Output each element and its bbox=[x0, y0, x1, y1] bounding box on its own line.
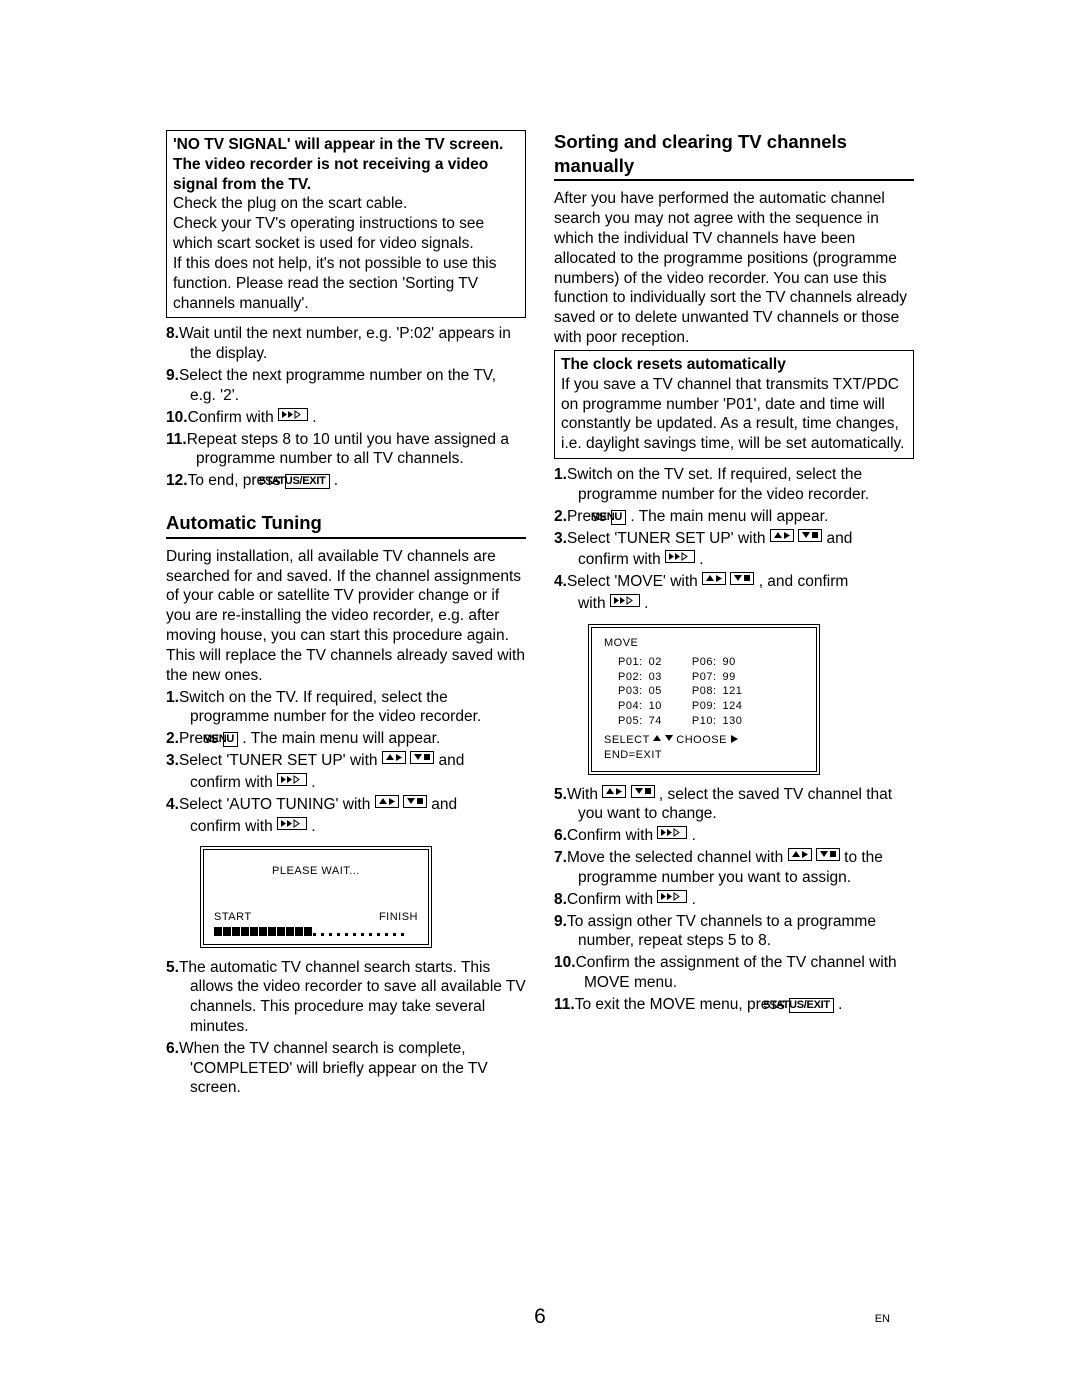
move-screen: MOVE P01:02P06:90 P02:03P07:99 P03:05P08… bbox=[588, 624, 820, 775]
status-exit-button: STATUS/EXIT bbox=[789, 998, 834, 1013]
box1-line1: Check your TV's operating instructions t… bbox=[173, 215, 484, 252]
menu-button: MENU bbox=[611, 510, 626, 525]
clock-reset-box: The clock resets automatically If you sa… bbox=[554, 350, 914, 459]
at-step-2: 2.Press MENU . The main menu will appear… bbox=[166, 729, 526, 749]
sc-step-4b: with . bbox=[554, 594, 914, 614]
up-play-icon bbox=[375, 795, 399, 808]
auto-tuning-intro: During installation, all available TV ch… bbox=[166, 547, 526, 686]
progress-bar bbox=[214, 927, 418, 936]
move-footer2: END=EXIT bbox=[604, 748, 804, 763]
finish-label: FINISH bbox=[379, 910, 418, 924]
up-play-icon bbox=[702, 572, 726, 585]
start-label: START bbox=[214, 910, 252, 924]
sc-step-9: 9.To assign other TV channels to a progr… bbox=[554, 912, 914, 952]
sc-step-3b: confirm with . bbox=[554, 550, 914, 570]
down-stop-icon bbox=[730, 572, 754, 585]
step-8: 8.Wait until the next number, e.g. 'P:02… bbox=[166, 324, 526, 364]
down-stop-icon bbox=[816, 848, 840, 861]
at-step-6: 6.When the TV channel search is complete… bbox=[166, 1039, 526, 1098]
sorting-heading: Sorting and clearing TV channels manuall… bbox=[554, 130, 914, 181]
no-signal-box: 'NO TV SIGNAL' will appear in the TV scr… bbox=[166, 130, 526, 318]
up-play-icon bbox=[770, 529, 794, 542]
sc-step-11: 11.To exit the MOVE menu, press STATUS/E… bbox=[554, 995, 914, 1015]
ff-icon bbox=[278, 408, 308, 421]
sc-step-10: 10.Confirm the assignment of the TV chan… bbox=[554, 953, 914, 993]
status-exit-button: STATUS/EXIT bbox=[285, 474, 330, 489]
box1-line2: If this does not help, it's not possible… bbox=[173, 255, 496, 312]
up-play-icon bbox=[788, 848, 812, 861]
sc-step-6: 6.Confirm with . bbox=[554, 826, 914, 846]
sc-step-7: 7.Move the selected channel with to the … bbox=[554, 848, 914, 888]
sc-step-5: 5.With , select the saved TV channel tha… bbox=[554, 785, 914, 825]
please-wait-text: PLEASE WAIT... bbox=[214, 858, 418, 910]
automatic-tuning-heading: Automatic Tuning bbox=[166, 511, 526, 539]
box1-line0: Check the plug on the scart cable. bbox=[173, 195, 407, 212]
up-play-icon bbox=[382, 751, 406, 764]
down-stop-icon bbox=[403, 795, 427, 808]
at-step-1: 1.Switch on the TV. If required, select … bbox=[166, 688, 526, 728]
at-step-3b: confirm with . bbox=[166, 773, 526, 793]
sc-step-2: 2.Press MENU . The main menu will appear… bbox=[554, 507, 914, 527]
move-header: MOVE bbox=[604, 636, 804, 651]
menu-button: MENU bbox=[223, 732, 238, 747]
sorting-intro: After you have performed the automatic c… bbox=[554, 189, 914, 348]
sc-step-4: 4.Select 'MOVE' with , and confirm bbox=[554, 572, 914, 592]
right-column: Sorting and clearing TV channels manuall… bbox=[554, 130, 914, 1100]
at-step-4b: confirm with . bbox=[166, 817, 526, 837]
move-table: P01:02P06:90 P02:03P07:99 P03:05P08:121 … bbox=[604, 655, 748, 729]
no-signal-title: 'NO TV SIGNAL' will appear in the TV scr… bbox=[173, 136, 503, 193]
step-10: 10.Confirm with . bbox=[166, 408, 526, 428]
ff-icon bbox=[657, 826, 687, 839]
clock-reset-body: If you save a TV channel that transmits … bbox=[561, 376, 904, 452]
at-step-5: 5.The automatic TV channel search starts… bbox=[166, 958, 526, 1037]
ff-icon bbox=[277, 817, 307, 830]
page-number: 6 bbox=[0, 1305, 1080, 1329]
at-step-4: 4.Select 'AUTO TUNING' with and bbox=[166, 795, 526, 815]
down-stop-icon bbox=[798, 529, 822, 542]
language-code: EN bbox=[875, 1313, 890, 1325]
clock-reset-title: The clock resets automatically bbox=[561, 356, 786, 373]
ff-icon bbox=[665, 550, 695, 563]
two-column-layout: 'NO TV SIGNAL' will appear in the TV scr… bbox=[166, 130, 914, 1100]
ff-icon bbox=[657, 890, 687, 903]
ff-icon bbox=[277, 773, 307, 786]
step-12: 12.To end, press STATUS/EXIT . bbox=[166, 471, 526, 491]
left-column: 'NO TV SIGNAL' will appear in the TV scr… bbox=[166, 130, 526, 1100]
down-stop-icon bbox=[410, 751, 434, 764]
sc-step-3: 3.Select 'TUNER SET UP' with and bbox=[554, 529, 914, 549]
down-stop-icon bbox=[631, 785, 655, 798]
up-play-icon bbox=[602, 785, 626, 798]
move-footer1: SELECT CHOOSE bbox=[604, 733, 804, 748]
manual-page: 'NO TV SIGNAL' will appear in the TV scr… bbox=[0, 0, 1080, 1397]
step-9: 9.Select the next programme number on th… bbox=[166, 366, 526, 406]
please-wait-screen: PLEASE WAIT... START FINISH bbox=[200, 846, 432, 947]
at-step-3: 3.Select 'TUNER SET UP' with and bbox=[166, 751, 526, 771]
step-11: 11.Repeat steps 8 to 10 until you have a… bbox=[166, 430, 526, 470]
sc-step-1: 1.Switch on the TV set. If required, sel… bbox=[554, 465, 914, 505]
sc-step-8: 8.Confirm with . bbox=[554, 890, 914, 910]
ff-icon bbox=[610, 594, 640, 607]
